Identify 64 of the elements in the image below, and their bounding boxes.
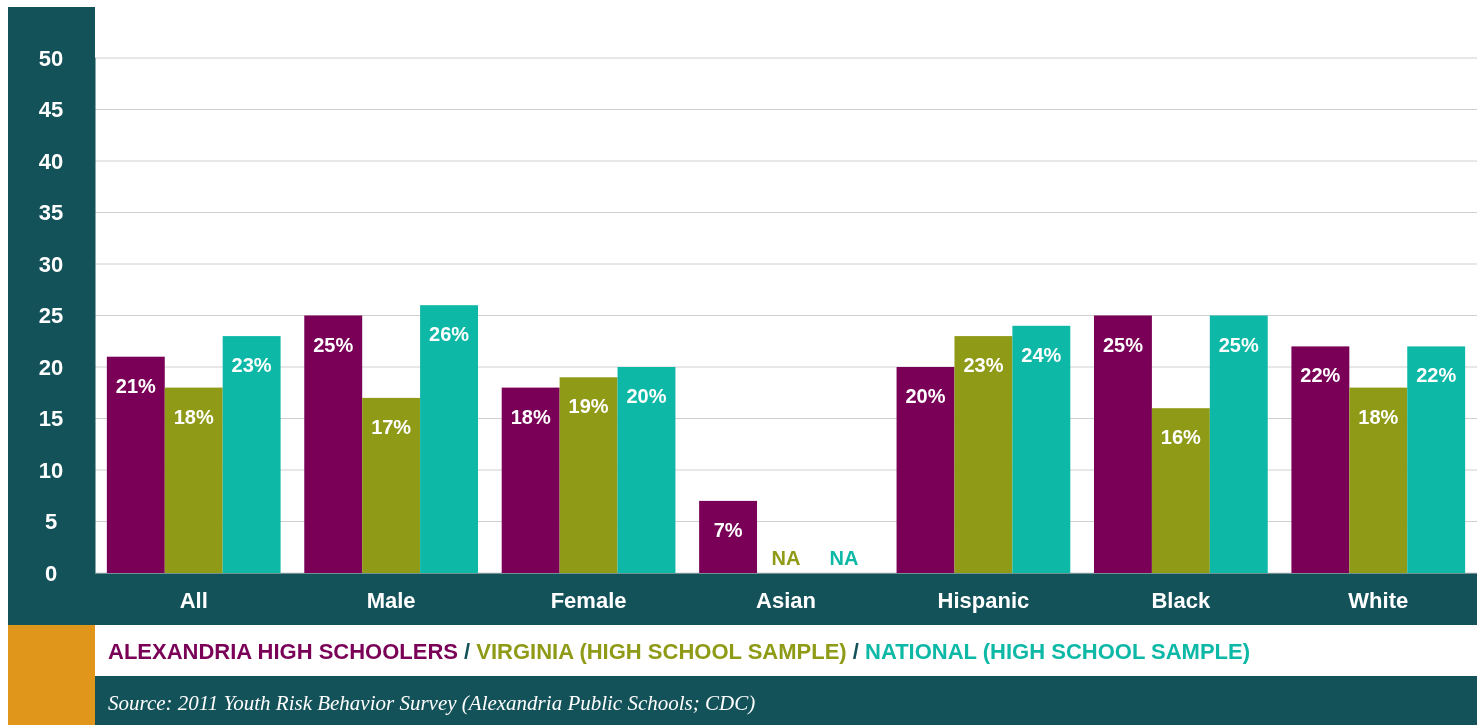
data-label: 17% xyxy=(371,415,412,438)
text: NA xyxy=(829,547,859,569)
bar xyxy=(501,387,560,573)
data-label: 20% xyxy=(626,385,667,407)
x-tick-label: White xyxy=(1348,587,1409,613)
data-label: 16% xyxy=(1160,426,1202,449)
text: NA xyxy=(771,547,801,569)
data-label: 25% xyxy=(1102,333,1144,356)
bar xyxy=(559,377,618,573)
data-label: 18% xyxy=(510,405,551,428)
y-tick-label: 30 xyxy=(38,251,64,277)
y-tick-label: 15 xyxy=(38,406,64,432)
text: VIRGINIA (HIGH SCHOOL SAMPLE) xyxy=(476,639,847,664)
text: / xyxy=(457,639,477,664)
data-label: 18% xyxy=(1358,405,1399,428)
y-tick-label: 20 xyxy=(38,354,64,380)
x-tick-label: Hispanic xyxy=(937,587,1030,613)
x-tick-label: Female xyxy=(550,587,627,613)
y-tick-label: 50 xyxy=(38,45,64,71)
bar xyxy=(1291,346,1350,573)
bar xyxy=(222,336,281,573)
bar xyxy=(617,367,676,573)
bar xyxy=(1209,315,1268,573)
y-tick-label: 40 xyxy=(38,148,64,174)
y-tick-label: 5 xyxy=(44,509,58,535)
text: NATIONAL (HIGH SCHOOL SAMPLE) xyxy=(865,639,1251,664)
data-label: 20% xyxy=(905,385,946,407)
bar xyxy=(106,356,165,573)
data-label: 22% xyxy=(1300,364,1341,387)
bar xyxy=(164,387,223,573)
data-label: 18% xyxy=(173,405,214,428)
bar xyxy=(420,305,479,573)
y-tick-label: 25 xyxy=(38,303,64,329)
source-note: Source: 2011 Youth Risk Behavior Survey (Alexandria Public Schools; CDC) xyxy=(108,691,756,715)
bar xyxy=(1093,315,1152,573)
text: ALEXANDRIA HIGH SCHOOLERS xyxy=(108,639,458,664)
data-label: 26% xyxy=(429,323,470,346)
text: / xyxy=(846,639,866,664)
x-tick-label: Asian xyxy=(756,587,816,613)
data-label: 25% xyxy=(1218,333,1259,356)
data-label: 24% xyxy=(1021,343,1062,366)
y-tick-label: 35 xyxy=(38,200,64,226)
bar xyxy=(896,367,955,573)
x-tick-label: Black xyxy=(1151,587,1211,613)
bar xyxy=(304,315,363,573)
bar xyxy=(1407,346,1466,573)
bar xyxy=(362,397,421,573)
bar xyxy=(954,336,1013,573)
data-label: 7% xyxy=(713,518,743,541)
bar xyxy=(1012,325,1071,573)
data-label: 25% xyxy=(313,333,354,356)
data-label: 23% xyxy=(231,354,272,377)
bar xyxy=(699,500,758,573)
y-tick-label: 10 xyxy=(38,457,64,483)
data-label: 19% xyxy=(568,395,609,418)
y-tick-label: 0 xyxy=(44,560,58,586)
data-label: 21% xyxy=(115,374,157,397)
bar xyxy=(1349,387,1408,573)
data-label: 22% xyxy=(1416,364,1457,387)
data-label: 23% xyxy=(963,354,1004,377)
x-tick-label: Male xyxy=(366,587,416,613)
x-tick-label: All xyxy=(179,587,208,613)
bar xyxy=(1151,408,1210,573)
y-tick-label: 45 xyxy=(38,97,64,123)
